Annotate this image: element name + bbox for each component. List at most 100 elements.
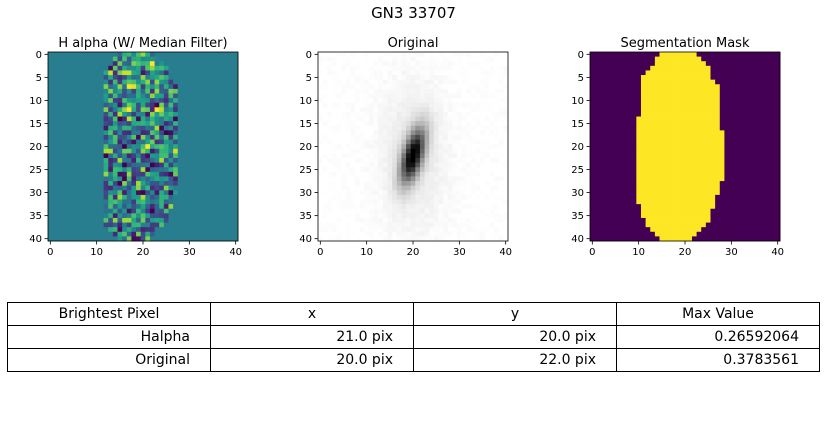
heatmap-cell: [659, 56, 665, 62]
heatmap-cell: [415, 125, 421, 131]
heatmap-cell: [770, 208, 776, 214]
heatmap-cell: [466, 222, 472, 228]
heatmap-cell: [80, 84, 86, 90]
heatmap-cell: [48, 158, 54, 164]
heatmap-cell: [594, 84, 600, 90]
heatmap-cell: [668, 204, 674, 210]
heatmap-cell: [378, 65, 384, 71]
heatmap-cell: [724, 185, 730, 191]
heatmap-cell: [429, 208, 435, 214]
heatmap-cell: [498, 134, 504, 140]
heatmap-cell: [355, 176, 361, 182]
heatmap-cell: [438, 107, 444, 113]
heatmap-cell: [210, 199, 216, 205]
heatmap-cell: [742, 213, 748, 219]
heatmap-cell: [466, 111, 472, 117]
heatmap-cell: [415, 98, 421, 104]
heatmap-cell: [742, 125, 748, 131]
heatmap-cell: [705, 176, 711, 182]
heatmap-cell: [766, 185, 772, 191]
heatmap-cell: [159, 231, 165, 237]
heatmap-cell: [52, 98, 58, 104]
heatmap-cell: [108, 102, 114, 108]
heatmap-cell: [145, 144, 151, 150]
heatmap-cell: [622, 65, 628, 71]
heatmap-cell: [729, 107, 735, 113]
heatmap-cell: [715, 162, 721, 168]
heatmap-cell: [775, 130, 781, 136]
heatmap-cell: [668, 158, 674, 164]
heatmap-cell: [117, 79, 123, 85]
heatmap-cell: [594, 213, 600, 219]
heatmap-cell: [149, 139, 155, 145]
heatmap-cell: [678, 148, 684, 154]
heatmap-cell: [214, 208, 220, 214]
heatmap-cell: [75, 190, 81, 196]
heatmap-cell: [738, 153, 744, 159]
heatmap-cell: [378, 236, 384, 242]
heatmap-cell: [636, 130, 642, 136]
heatmap-cell: [382, 121, 388, 127]
heatmap-cell: [627, 134, 633, 140]
heatmap-cell: [173, 88, 179, 94]
heatmap-cell: [373, 102, 379, 108]
heatmap-cell: [654, 144, 660, 150]
heatmap-cell: [327, 56, 333, 62]
heatmap-cell: [163, 162, 169, 168]
heatmap-cell: [112, 121, 118, 127]
heatmap-cell: [457, 148, 463, 154]
heatmap-cell: [219, 231, 225, 237]
heatmap-cell: [733, 222, 739, 228]
heatmap-cell: [331, 70, 337, 76]
heatmap-cell: [475, 213, 481, 219]
heatmap-cell: [415, 181, 421, 187]
heatmap-cell: [475, 139, 481, 145]
heatmap-cell: [475, 56, 481, 62]
heatmap-cell: [636, 222, 642, 228]
heatmap-cell: [719, 153, 725, 159]
heatmap-cell: [228, 70, 234, 76]
heatmap-cell: [710, 75, 716, 81]
heatmap-cell: [613, 222, 619, 228]
heatmap-cell: [57, 190, 63, 196]
heatmap-cell: [484, 171, 490, 177]
heatmap-cell: [177, 208, 183, 214]
heatmap-cell: [85, 125, 91, 131]
heatmap-cell: [341, 199, 347, 205]
heatmap-cell: [724, 56, 730, 62]
heatmap-cell: [187, 190, 193, 196]
heatmap-cell: [590, 213, 596, 219]
heatmap-cell: [627, 107, 633, 113]
heatmap-cell: [742, 70, 748, 76]
heatmap-cell: [191, 70, 197, 76]
heatmap-cell: [410, 70, 416, 76]
heatmap-cell: [622, 56, 628, 62]
heatmap-cell: [622, 84, 628, 90]
heatmap-cell: [94, 144, 100, 150]
heatmap-cell: [364, 190, 370, 196]
heatmap-cell: [331, 199, 337, 205]
heatmap-cell: [766, 199, 772, 205]
heatmap-cell: [401, 217, 407, 223]
heatmap-cell: [650, 162, 656, 168]
heatmap-cell: [766, 144, 772, 150]
heatmap-cell: [650, 107, 656, 113]
heatmap-cell: [75, 227, 81, 233]
heatmap-cell: [89, 139, 95, 145]
heatmap-cell: [401, 185, 407, 191]
heatmap-cell: [498, 79, 504, 85]
heatmap-cell: [196, 139, 202, 145]
heatmap-cell: [466, 176, 472, 182]
heatmap-cell: [145, 167, 151, 173]
heatmap-cell: [761, 93, 767, 99]
x-tick-label: 40: [499, 247, 512, 258]
heatmap-cell: [331, 158, 337, 164]
heatmap-cell: [424, 93, 430, 99]
heatmap-cell: [659, 171, 665, 177]
heatmap-cell: [159, 236, 165, 242]
heatmap-cell: [382, 185, 388, 191]
heatmap-cell: [696, 158, 702, 164]
heatmap-cell: [636, 153, 642, 159]
heatmap-cell: [205, 208, 211, 214]
heatmap-cell: [461, 130, 467, 136]
